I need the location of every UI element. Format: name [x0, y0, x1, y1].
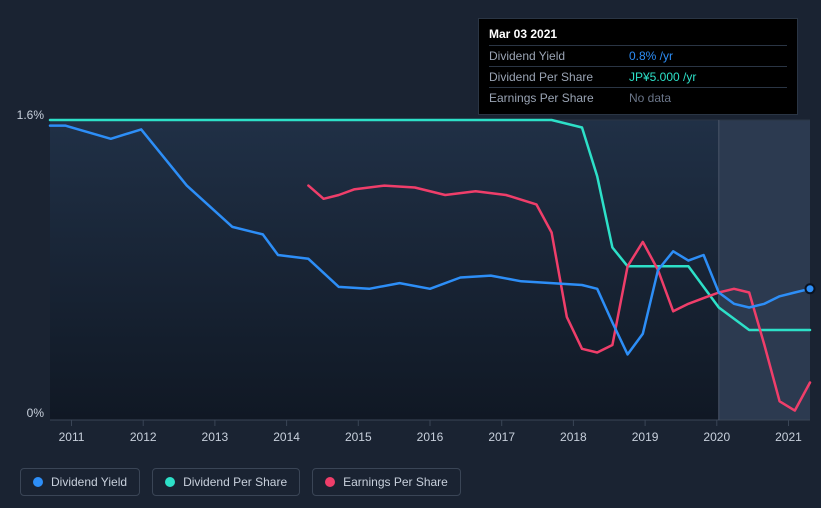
tooltip-row: Dividend Per Share JP¥5.000 /yr [489, 66, 787, 87]
dividend-chart: Mar 03 2021 Dividend Yield 0.8% /yr Divi… [0, 0, 821, 508]
x-axis-tick-label: 2011 [59, 430, 85, 444]
x-axis-tick-label: 2012 [130, 430, 157, 444]
x-axis-tick-label: 2018 [560, 430, 587, 444]
tooltip-row: Dividend Yield 0.8% /yr [489, 45, 787, 66]
x-axis-tick-label: 2020 [703, 430, 730, 444]
tooltip-row: Earnings Per Share No data [489, 87, 787, 108]
x-axis-tick-label: 2015 [345, 430, 372, 444]
tooltip-row-value: 0.8% /yr [629, 49, 673, 63]
tooltip-row-value: No data [629, 91, 671, 105]
legend-dot-icon [165, 477, 175, 487]
legend-dot-icon [325, 477, 335, 487]
legend-item-earnings-per-share[interactable]: Earnings Per Share [312, 468, 461, 496]
x-axis-tick-label: 2016 [417, 430, 444, 444]
tooltip-row-label: Earnings Per Share [489, 91, 629, 105]
legend-dot-icon [33, 477, 43, 487]
x-axis-tick-label: 2017 [488, 430, 515, 444]
x-axis-tick-label: 2013 [202, 430, 229, 444]
x-axis-tick-label: 2014 [273, 430, 300, 444]
tooltip-row-label: Dividend Per Share [489, 70, 629, 84]
x-axis-tick-label: 2019 [632, 430, 659, 444]
chart-tooltip: Mar 03 2021 Dividend Yield 0.8% /yr Divi… [478, 18, 798, 115]
tooltip-row-value: JP¥5.000 /yr [629, 70, 696, 84]
legend-item-dividend-per-share[interactable]: Dividend Per Share [152, 468, 300, 496]
legend-item-dividend-yield[interactable]: Dividend Yield [20, 468, 140, 496]
legend-item-label: Dividend Per Share [183, 475, 287, 489]
tooltip-date: Mar 03 2021 [489, 25, 787, 45]
legend-item-label: Earnings Per Share [343, 475, 448, 489]
chart-legend: Dividend Yield Dividend Per Share Earnin… [20, 468, 461, 496]
legend-item-label: Dividend Yield [51, 475, 127, 489]
x-axis-tick-label: 2021 [775, 430, 802, 444]
tooltip-row-label: Dividend Yield [489, 49, 629, 63]
